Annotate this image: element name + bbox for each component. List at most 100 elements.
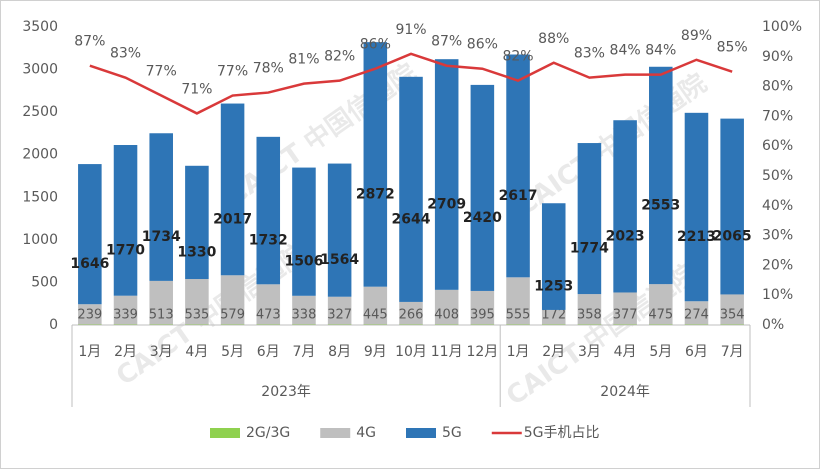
data-label: 82% (324, 49, 355, 65)
y-tick-label: 2000 (22, 147, 58, 163)
data-label: 274 (684, 308, 709, 323)
data-label: 266 (399, 308, 424, 323)
x-tick-label: 6月 (685, 344, 708, 360)
y-tick-label: 3500 (22, 19, 58, 35)
y-tick-label: 1500 (22, 189, 58, 205)
data-label: 88% (538, 31, 569, 47)
bar-segment (577, 294, 602, 325)
bar-segment (113, 295, 138, 325)
bar-segment (185, 165, 209, 280)
bar-segment (434, 289, 459, 325)
data-label: 71% (181, 81, 212, 97)
bar-segment (649, 284, 673, 325)
y-tick-label: 2500 (22, 104, 58, 120)
data-label: 1564 (320, 252, 359, 268)
x-tick-label: 1月 (507, 344, 530, 360)
x-tick-label: 2月 (114, 344, 137, 360)
data-label: 1646 (70, 256, 109, 272)
legend-swatch (320, 428, 351, 438)
bar-segment (613, 292, 637, 325)
bar-segment (220, 275, 245, 325)
bar-segment (577, 143, 602, 295)
x-tick-label: 2月 (542, 344, 565, 360)
bar-segment (327, 296, 352, 325)
y2-tick-label: 100% (762, 19, 802, 35)
data-label: 87% (431, 34, 462, 50)
data-label: 82% (502, 49, 533, 65)
data-label: 84% (610, 43, 641, 59)
data-label: 77% (217, 64, 248, 80)
data-label: 475 (648, 308, 673, 323)
data-label: 358 (577, 308, 602, 323)
legend-swatch (210, 428, 240, 438)
data-label: 2709 (427, 197, 466, 213)
data-label: 84% (645, 43, 676, 59)
bar-segment (327, 163, 352, 297)
bar-segment (541, 309, 566, 325)
x-tick-label: 11月 (431, 344, 463, 360)
bar-segment (684, 112, 709, 302)
bar-segment (684, 301, 709, 325)
legend-label: 5G (442, 425, 462, 441)
bar-segment (613, 120, 637, 293)
data-label: 1732 (249, 233, 288, 249)
data-label: 1770 (106, 242, 145, 258)
data-label: 1506 (284, 254, 323, 270)
data-label: 535 (184, 308, 209, 323)
data-label: 2872 (356, 186, 395, 202)
y2-tick-label: 0% (762, 317, 784, 333)
data-label: 1774 (570, 241, 609, 257)
bar-segment (113, 145, 138, 296)
x-tick-label: 3月 (150, 344, 173, 360)
data-label: 2644 (392, 211, 431, 227)
bar-segment (292, 167, 316, 296)
bar-segment (220, 103, 245, 276)
bar-segment (399, 301, 423, 325)
data-label: 555 (506, 308, 531, 323)
line-series (89, 52, 733, 115)
y-tick-label: 0 (49, 317, 58, 333)
data-label: 86% (467, 37, 498, 53)
bar-segment (292, 295, 316, 325)
bar-segment (720, 118, 744, 295)
x-tick-label: 10月 (395, 344, 427, 360)
data-label: 86% (360, 37, 391, 53)
bar-segment (470, 84, 495, 291)
data-label: 81% (288, 52, 319, 68)
data-label: 579 (220, 308, 245, 323)
bar-segment (149, 280, 173, 325)
bar-segment (256, 284, 281, 325)
x-tick-label: 9月 (364, 344, 387, 360)
data-label: 172 (541, 308, 566, 323)
data-label: 354 (720, 308, 745, 323)
x-tick-label: 3月 (578, 344, 601, 360)
y-tick-label: 500 (31, 274, 58, 290)
data-label: 2420 (463, 210, 502, 226)
bar-segment (185, 279, 209, 325)
y-tick-label: 1000 (22, 232, 58, 248)
x-tick-label: 8月 (328, 344, 351, 360)
x-tick-label: 7月 (292, 344, 315, 360)
data-label: 338 (292, 308, 317, 323)
data-label: 2617 (499, 188, 538, 204)
legend-label: 2G/3G (246, 425, 290, 441)
data-label: 2065 (713, 229, 752, 245)
x-tick-label: 1月 (78, 344, 101, 360)
x-tick-label: 6月 (257, 344, 280, 360)
group-label: 2024年 (600, 384, 650, 400)
data-label: 85% (717, 40, 748, 56)
bar-segment (541, 203, 566, 310)
data-label: 327 (327, 308, 352, 323)
x-tick-label: 5月 (649, 344, 672, 360)
data-label: 83% (574, 46, 605, 62)
bar-segment (434, 59, 459, 290)
x-tick-label: 5月 (221, 344, 244, 360)
y2-tick-label: 80% (762, 79, 793, 95)
data-label: 2017 (213, 211, 252, 227)
x-tick-label: 7月 (721, 344, 744, 360)
bar-segment (78, 164, 102, 305)
group-label: 2023年 (261, 384, 311, 400)
bar-segment (506, 277, 530, 325)
x-tick-label: 12月 (466, 344, 498, 360)
